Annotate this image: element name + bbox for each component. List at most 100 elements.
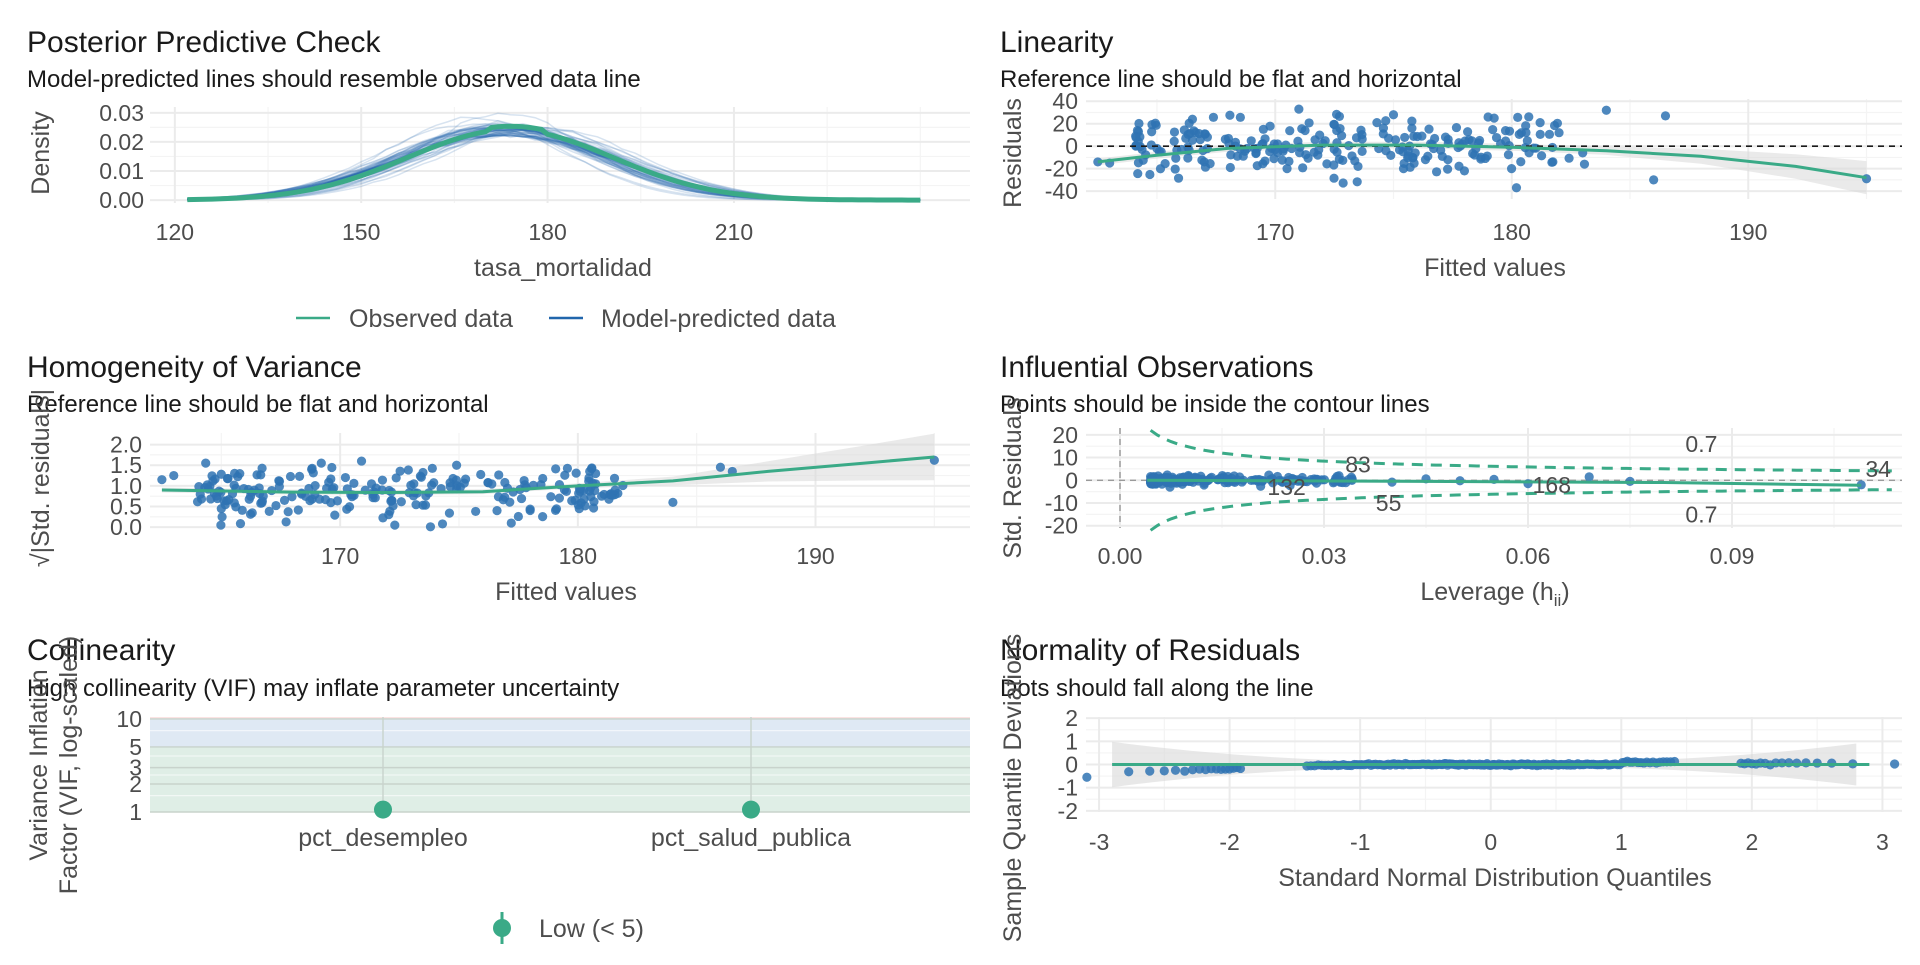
x-tick-label: 0 [1484,829,1497,855]
data-point [1329,160,1339,170]
ppc-x-label: tasa_mortalidad [474,254,652,282]
data-point [235,519,246,529]
data-point [229,468,240,478]
smooth-line [1147,478,1862,487]
y-tick-label: 1.5 [110,452,142,478]
data-point [1265,146,1275,157]
qq-point [1082,772,1092,782]
data-point [1229,471,1239,481]
y-tick-label: 0.03 [99,100,144,126]
hov-y-ticks: 0.00.51.01.52.0 [110,432,142,541]
data-point [1356,125,1366,135]
qq-x-label: Standard Normal Distribution Quantiles [1278,864,1712,892]
ppc-title: Posterior Predictive Check [27,26,381,59]
data-point [1134,118,1144,129]
y-tick-label: 10 [116,706,142,732]
data-point [285,471,296,482]
x-tick-label: 2 [1745,829,1758,855]
data-point [1183,153,1193,163]
data-point [1285,126,1295,136]
data-point [1431,167,1442,177]
data-point [169,470,179,481]
data-point [1147,120,1157,130]
contour-label-lower: 0.7 [1685,501,1717,527]
x-tick-label: 3 [1876,829,1889,855]
inf-subtitle: Points should be inside the contour line… [1000,391,1430,418]
data-point [301,491,311,501]
data-point [1264,470,1274,480]
data-point [1516,157,1526,167]
lin-y-label: Residuals [999,98,1027,208]
data-point [500,477,510,488]
data-point [1437,151,1447,162]
data-point [256,470,266,480]
data-point [561,486,572,496]
y-tick-label: -1 [1058,775,1078,801]
data-point [1329,173,1339,183]
data-point [493,492,504,502]
y-tick-label: 0.01 [99,158,144,184]
inf-smooth-line [1147,478,1862,487]
y-tick-label: 40 [1052,88,1078,114]
qq-point [1801,758,1811,768]
data-point [1293,136,1303,146]
y-tick-label: 3 [129,755,142,781]
data-point [321,483,332,493]
x-tick-label: 150 [342,219,380,245]
data-point [1300,125,1310,136]
inf-y-label: Std. Residuals [999,397,1027,558]
data-point [1476,154,1486,164]
y-tick-label: 1.0 [110,473,142,499]
data-point [1357,146,1367,157]
data-point [1443,164,1453,174]
data-point [1522,136,1532,146]
y-tick-label: 2 [129,771,142,797]
data-point [551,464,561,474]
data-point [1440,132,1451,142]
qq-point [1145,766,1155,776]
y-tick-label: -20 [1045,513,1078,539]
data-point [1251,148,1261,158]
data-point [271,500,281,511]
data-point [1145,169,1155,180]
data-point [1536,151,1547,161]
data-point [1660,111,1671,121]
data-point [1282,164,1292,174]
contour-upper [1149,429,1892,473]
band-low [150,746,970,812]
data-point [551,504,562,514]
legend-observed-label: Observed data [349,305,513,333]
x-tick-label: 190 [796,543,834,569]
point-label: 168 [1533,472,1571,498]
data-point [573,500,583,510]
data-point [546,492,556,502]
y-tick-label: 2 [1065,705,1078,731]
data-point [216,520,226,530]
panel-normality: Normality of Residuals Dots should fall … [999,634,1902,942]
data-point [1173,173,1184,183]
y-tick-label: 0 [1065,133,1078,159]
data-point [1524,112,1534,122]
data-point [1454,161,1464,171]
data-point [1310,135,1320,145]
data-point [1503,150,1514,160]
inf-title: Influential Observations [1000,351,1314,384]
col-title: Collinearity [27,634,175,667]
ppc-legend: Observed data Model-predicted data [296,305,836,333]
lin-title: Linearity [1000,26,1113,59]
data-point [1223,133,1234,144]
point-label: 83 [1345,451,1371,477]
data-point [1155,164,1166,174]
point-label: 55 [1376,490,1402,516]
hov-x-label: Fitted values [495,578,637,606]
data-point [201,458,211,468]
lin-x-label: Fitted values [1424,254,1566,282]
y-tick-label: 1 [1065,728,1078,754]
data-point [1265,121,1275,131]
data-point [1284,156,1294,166]
data-point [1181,133,1191,143]
ppc-density-lines [187,112,921,203]
data-point [1407,123,1417,133]
data-point [1197,155,1207,165]
data-point [580,501,590,511]
